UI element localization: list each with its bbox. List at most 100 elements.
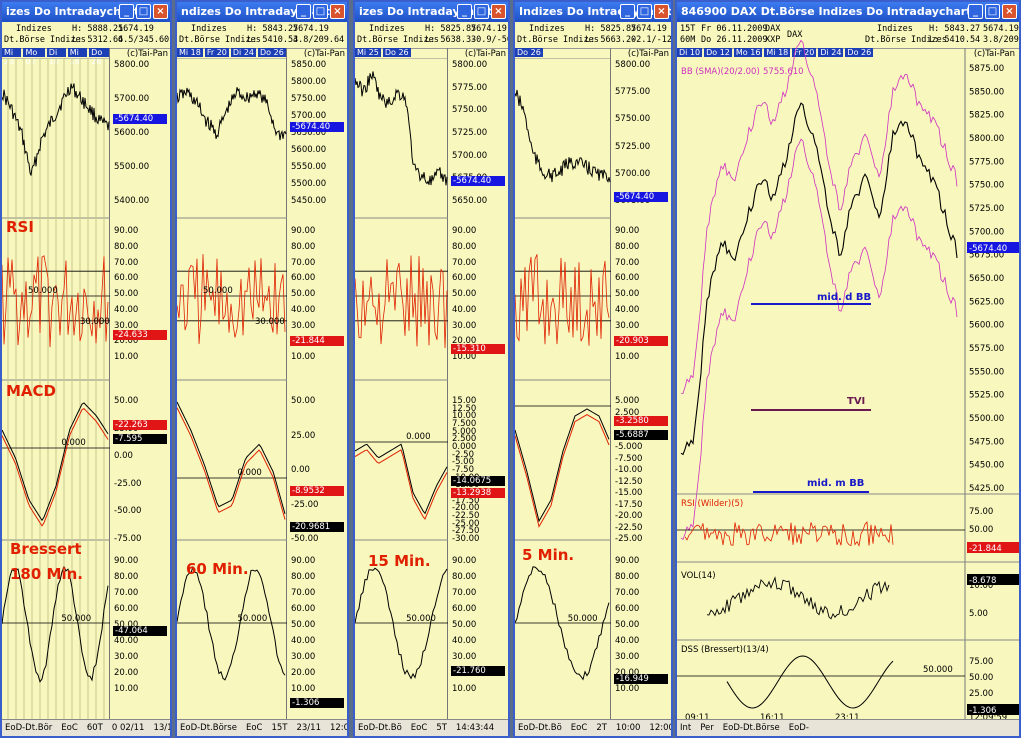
status-item[interactable]: EoD-Dt.Börse: [180, 723, 237, 733]
chart-window-1[interactable]: izes Do Intradaychart _ □ × Indizes H: 5…: [0, 0, 172, 738]
symbol-label: Indizes: [191, 24, 227, 34]
close-icon[interactable]: ×: [330, 4, 345, 19]
maximize-icon[interactable]: □: [474, 4, 489, 19]
status-tab[interactable]: Per: [700, 723, 714, 733]
axis-tick: 5.00: [969, 609, 988, 619]
high-value: H: 5825.87: [585, 24, 637, 34]
axis-tick: 5400.00: [114, 196, 150, 206]
rsi-low-label: 30.000: [255, 317, 285, 327]
macd-zero-label: 0.000: [406, 432, 430, 442]
maximize-icon[interactable]: □: [985, 4, 1000, 19]
close-icon[interactable]: ×: [1002, 4, 1017, 19]
status-item[interactable]: 23/11: [296, 723, 321, 733]
annotation-rsi: RSI: [6, 218, 34, 236]
status-item[interactable]: 5T: [436, 723, 447, 733]
maximize-icon[interactable]: □: [136, 4, 151, 19]
axis-tick: 40.00: [114, 636, 139, 646]
change-value: -2.1/-120.4: [631, 35, 672, 45]
axis-tick: 50.00: [291, 289, 316, 299]
price-chart-canvas[interactable]: 50.000 30.000 0.000 50.000: [177, 58, 287, 738]
status-item[interactable]: 60T: [86, 723, 103, 733]
status-item[interactable]: 0 02/11: [111, 723, 145, 733]
minimize-icon[interactable]: _: [119, 4, 134, 19]
axis-tick: 5825.00: [969, 111, 1004, 121]
date-tick: Di 24: [818, 48, 844, 57]
window-titlebar[interactable]: Indizes Do Intradaychart _ □ ×: [515, 2, 671, 22]
date-tick: Mo 02: [23, 48, 45, 66]
chart-window-3[interactable]: izes Do Intradaychart _ □ × Indizes H: 5…: [353, 0, 510, 738]
date-tick: Mi 18: [177, 48, 203, 57]
status-item[interactable]: EoC: [61, 723, 78, 733]
price-chart-canvas[interactable]: 50.000 30.000 0.000 50.000: [2, 58, 110, 738]
price-chart-canvas[interactable]: 0.000 50.000: [355, 58, 448, 738]
exchange-label: Dt.Börse Indizes: [517, 35, 599, 45]
status-item[interactable]: 14:43:44: [455, 723, 495, 733]
dss-series: [355, 567, 448, 680]
symbol-label: DAX: [765, 24, 781, 34]
status-tab[interactable]: EoD-Dt.Börse: [722, 723, 780, 733]
status-item[interactable]: EoC: [245, 723, 263, 733]
status-item[interactable]: EoC: [410, 723, 428, 733]
price-chart-canvas[interactable]: 50.000: [515, 58, 611, 738]
window-titlebar[interactable]: ndizes Do Intradaychart _ □ ×: [177, 2, 347, 22]
vol-value: -8.678: [969, 576, 996, 586]
window-titlebar[interactable]: izes Do Intradaychart _ □ ×: [2, 2, 170, 22]
chart-window-2[interactable]: ndizes Do Intradaychart _ □ × Indizes H:…: [175, 0, 349, 738]
axis-tick: 70.00: [291, 257, 316, 268]
macd-zero-label: 0.000: [238, 468, 262, 478]
axis-tick: -25.00: [452, 518, 480, 529]
axis-tick: 5700.00: [291, 111, 327, 121]
date-tick: Mi 25: [355, 48, 381, 57]
axis-tick: 80.00: [615, 241, 640, 252]
axis-tick: 5725.00: [452, 128, 488, 138]
close-icon[interactable]: ×: [654, 4, 669, 19]
status-item[interactable]: EoD-Dt.Bör: [5, 723, 53, 733]
status-item[interactable]: EoC: [570, 723, 588, 733]
axis-tick: -22.50: [615, 522, 643, 533]
minimize-icon[interactable]: _: [457, 4, 472, 19]
maximize-icon[interactable]: □: [637, 4, 652, 19]
window-titlebar[interactable]: izes Do Intradaychart _ □ ×: [355, 2, 508, 22]
status-item[interactable]: 2T: [596, 723, 607, 733]
window-title: ndizes Do Intradaychart: [181, 5, 330, 18]
close-icon[interactable]: ×: [153, 4, 168, 19]
axis-tick: 70.00: [452, 588, 477, 598]
exchange-label: Dt.Börse Indizes: [4, 35, 86, 45]
axis-tick: 80.00: [291, 572, 316, 582]
status-item[interactable]: 15T: [271, 723, 288, 733]
minimize-icon[interactable]: _: [968, 4, 983, 19]
maximize-icon[interactable]: □: [313, 4, 328, 19]
status-tab[interactable]: Int: [680, 723, 692, 733]
minimize-icon[interactable]: _: [620, 4, 635, 19]
dax-chart-window[interactable]: 846900 DAX Dt.Börse Indizes Do Intradayc…: [675, 0, 1021, 738]
status-tab[interactable]: EoD-: [788, 723, 809, 733]
axis-tick: 5750.00: [615, 114, 651, 125]
axis-tick: 40.00: [291, 304, 316, 315]
chart-window-4[interactable]: Indizes Do Intradaychart _ □ × Indizes H…: [513, 0, 673, 738]
axis-tick: -17.50: [452, 495, 480, 506]
dss-mid-label: 50.000: [406, 614, 436, 624]
dss-series: [726, 655, 894, 709]
axis-tick: 70.00: [291, 588, 316, 598]
symbol-label: Indizes: [529, 24, 565, 34]
status-item[interactable]: EoD-Dt.Bö: [518, 723, 562, 733]
status-item[interactable]: 13/11: [153, 723, 170, 733]
axis-tick: 10.00: [615, 352, 640, 362]
dax-chart-canvas[interactable]: 5875.00 5850.00 5825.00 5800.00 5775.00 5750.…: [677, 22, 1019, 722]
axis-tick: 5.000: [615, 396, 640, 406]
macd-signal-series: [515, 414, 610, 528]
status-item[interactable]: EoD-Dt.Bö: [358, 723, 402, 733]
status-item[interactable]: 12:09:59: [329, 723, 347, 733]
axis-tick: 60.00: [114, 273, 139, 284]
axis-tick: -30.00: [452, 534, 480, 544]
axis-tick: 5550.00: [291, 162, 327, 172]
status-item[interactable]: 10:00: [615, 723, 641, 733]
axis-tick: 5800.00: [615, 60, 651, 70]
dax-window-titlebar[interactable]: 846900 DAX Dt.Börse Indizes Do Intradayc…: [677, 2, 1019, 22]
dss-panel-label: DSS (Bressert)(13/4): [681, 645, 769, 655]
status-item[interactable]: 12:00: [649, 723, 671, 733]
axis-tick: 70.00: [615, 588, 640, 598]
close-icon[interactable]: ×: [491, 4, 506, 19]
minimize-icon[interactable]: _: [296, 4, 311, 19]
